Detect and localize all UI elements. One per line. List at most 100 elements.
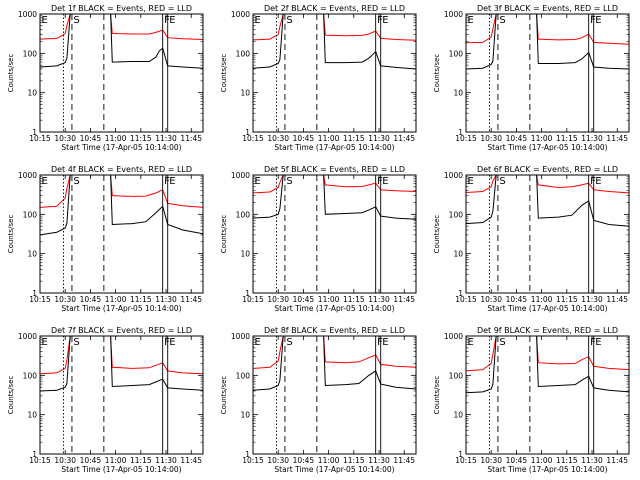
panel-frame bbox=[465, 174, 630, 294]
x-tick-label: 11:30 bbox=[368, 134, 390, 143]
y-tick-label: 1 bbox=[458, 289, 463, 298]
detector-panel-1: Det 1f BLACK = Events, RED = LLD Counts/s… bbox=[7, 4, 204, 152]
x-tick-label: 11:30 bbox=[581, 295, 603, 304]
detector-panel-7: Det 7f BLACK = Events, RED = LLD Counts/s… bbox=[7, 326, 204, 474]
events-series-line bbox=[40, 175, 203, 236]
x-tick-label: 11:30 bbox=[368, 295, 390, 304]
y-tick-label: 10 bbox=[240, 89, 250, 98]
y-tick-label: 1000 bbox=[18, 332, 37, 341]
plot-area bbox=[40, 175, 203, 236]
x-tick-label: 10:30 bbox=[480, 295, 502, 304]
marker-label: F bbox=[377, 337, 383, 348]
y-axis-label: Counts/sec bbox=[220, 54, 228, 93]
plot-area bbox=[40, 14, 203, 69]
y-tick-label: 1000 bbox=[231, 171, 250, 180]
marker-label: E bbox=[595, 15, 601, 26]
lld-series-line bbox=[466, 336, 629, 372]
marker-label: S bbox=[73, 15, 79, 26]
panel-frame bbox=[252, 13, 417, 133]
marker-label: E bbox=[468, 15, 474, 26]
y-tick-label: 1 bbox=[458, 450, 463, 459]
detector-panel-6: Det 6f BLACK = Events, RED = LLD Counts/s… bbox=[433, 165, 630, 313]
panel-title: Det 7f BLACK = Events, RED = LLD bbox=[51, 326, 192, 335]
panel-frame bbox=[465, 13, 630, 133]
marker-label: E bbox=[169, 15, 175, 26]
x-tick-label: 10:15 bbox=[242, 456, 264, 465]
x-tick-label: 10:30 bbox=[54, 456, 76, 465]
x-tick-label: 11:00 bbox=[105, 134, 127, 143]
marker-label: E bbox=[382, 15, 388, 26]
x-tick-label: 10:45 bbox=[506, 456, 528, 465]
y-tick-label: 10 bbox=[453, 89, 463, 98]
y-tick-label: 100 bbox=[23, 371, 38, 380]
x-tick-label: 10:45 bbox=[293, 295, 315, 304]
events-series-line bbox=[466, 14, 629, 70]
x-tick-label: 10:45 bbox=[293, 456, 315, 465]
lld-series-line bbox=[40, 14, 203, 40]
x-axis-label: Start Time (17-Apr-05 10:14:00) bbox=[487, 304, 607, 313]
y-axis-label: Counts/sec bbox=[7, 376, 15, 415]
x-tick-label: 11:30 bbox=[155, 295, 177, 304]
x-tick-label: 10:15 bbox=[455, 295, 477, 304]
events-series-line bbox=[40, 14, 203, 69]
marker-label: S bbox=[499, 15, 505, 26]
x-tick-label: 11:45 bbox=[180, 456, 202, 465]
x-tick-label: 10:45 bbox=[293, 134, 315, 143]
x-axis-label: Start Time (17-Apr-05 10:14:00) bbox=[61, 143, 181, 152]
x-tick-label: 11:00 bbox=[105, 456, 127, 465]
y-tick-label: 1 bbox=[245, 289, 250, 298]
x-tick-label: 10:30 bbox=[480, 134, 502, 143]
x-tick-label: 10:15 bbox=[29, 134, 51, 143]
marker-label: E bbox=[42, 15, 48, 26]
panel-title: Det 9f BLACK = Events, RED = LLD bbox=[477, 326, 618, 335]
y-tick-label: 10 bbox=[27, 411, 37, 420]
marker-label: E bbox=[468, 176, 474, 187]
marker-label: E bbox=[595, 337, 601, 348]
y-tick-label: 10 bbox=[453, 250, 463, 259]
x-tick-label: 11:00 bbox=[531, 295, 553, 304]
marker-label: S bbox=[73, 176, 79, 187]
marker-label: S bbox=[286, 15, 292, 26]
events-series-line bbox=[253, 14, 416, 70]
y-tick-label: 10 bbox=[27, 250, 37, 259]
x-tick-label: 11:30 bbox=[155, 134, 177, 143]
y-axis-label: Counts/sec bbox=[433, 54, 441, 93]
panel-frame bbox=[39, 174, 204, 294]
x-tick-label: 10:45 bbox=[80, 456, 102, 465]
detector-panel-4: Det 4f BLACK = Events, RED = LLD Counts/s… bbox=[7, 165, 204, 313]
y-axis-label: Counts/sec bbox=[7, 54, 15, 93]
y-axis-label: Counts/sec bbox=[220, 215, 228, 254]
y-tick-label: 100 bbox=[236, 371, 251, 380]
x-tick-label: 11:45 bbox=[393, 295, 415, 304]
x-tick-label: 11:15 bbox=[556, 295, 578, 304]
panel-title: Det 5f BLACK = Events, RED = LLD bbox=[264, 165, 405, 174]
marker-label: F bbox=[590, 337, 596, 348]
panel-frame bbox=[252, 335, 417, 455]
x-tick-label: 10:45 bbox=[506, 134, 528, 143]
marker-label: F bbox=[164, 337, 170, 348]
x-tick-label: 11:30 bbox=[155, 456, 177, 465]
marker-label: F bbox=[590, 176, 596, 187]
events-series-line bbox=[253, 336, 416, 391]
marker-label: F bbox=[164, 176, 170, 187]
y-tick-label: 100 bbox=[449, 371, 464, 380]
plot-area bbox=[253, 14, 416, 70]
marker-label: E bbox=[42, 337, 48, 348]
y-tick-label: 1 bbox=[32, 289, 37, 298]
panel-title: Det 4f BLACK = Events, RED = LLD bbox=[51, 165, 192, 174]
x-axis-label: Start Time (17-Apr-05 10:14:00) bbox=[61, 465, 181, 474]
y-axis-label: Counts/sec bbox=[7, 215, 15, 254]
panel-title: Det 3f BLACK = Events, RED = LLD bbox=[477, 4, 618, 13]
y-tick-label: 1 bbox=[32, 450, 37, 459]
x-tick-label: 11:15 bbox=[556, 134, 578, 143]
marker-label: F bbox=[377, 15, 383, 26]
plot-area bbox=[466, 336, 629, 394]
marker-label: F bbox=[590, 15, 596, 26]
y-tick-label: 1 bbox=[245, 450, 250, 459]
marker-label: E bbox=[468, 337, 474, 348]
y-tick-label: 1000 bbox=[231, 10, 250, 19]
y-tick-label: 10 bbox=[27, 89, 37, 98]
x-axis-label: Start Time (17-Apr-05 10:14:00) bbox=[274, 143, 394, 152]
y-axis-label: Counts/sec bbox=[220, 376, 228, 415]
